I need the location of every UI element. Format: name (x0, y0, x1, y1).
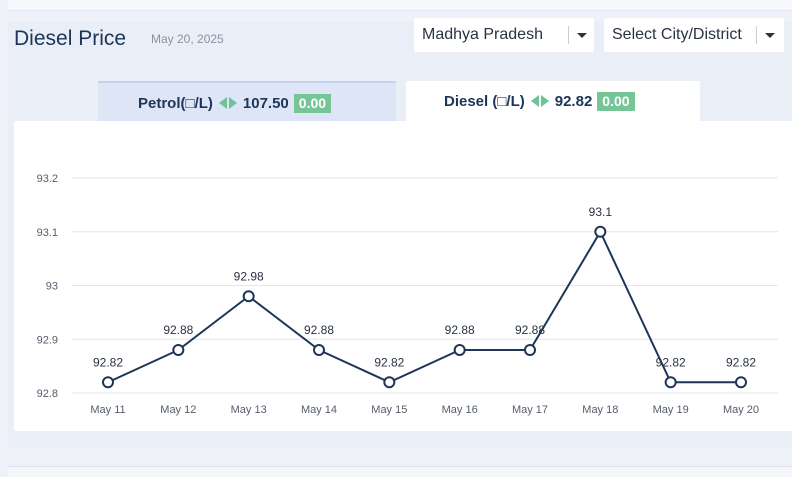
x-tick-label: May 20 (723, 404, 759, 416)
data-label: 92.88 (163, 323, 193, 337)
state-select[interactable]: Madhya Pradesh (414, 18, 594, 52)
tab-petrol[interactable]: Petrol(□/L) 107.50 0.00 (98, 81, 396, 121)
data-point (242, 290, 255, 303)
data-point (524, 344, 536, 356)
x-tick-label: May 12 (160, 404, 196, 416)
tab-diesel[interactable]: Diesel (□/L) 92.82 0.00 (406, 81, 700, 121)
data-point (735, 376, 747, 389)
tab-petrol-label: Petrol(□/L) (138, 94, 213, 112)
chevron-down-icon[interactable] (577, 33, 587, 38)
city-select-divider (756, 26, 757, 44)
data-point (664, 376, 677, 389)
y-tick-label: 93.1 (37, 227, 58, 239)
tab-diesel-price: 92.82 (554, 92, 593, 110)
x-tick-label: May 11 (90, 404, 125, 416)
left-right-arrows-icon (218, 97, 237, 109)
x-tick-label: May 17 (512, 404, 548, 416)
bottom-strip (8, 466, 792, 477)
y-tick-label: 92.8 (37, 388, 58, 400)
data-label: 92.82 (374, 355, 404, 369)
x-tick-label: May 13 (231, 404, 267, 416)
y-tick-label: 92.9 (37, 334, 58, 346)
data-label: 92.98 (234, 269, 264, 283)
data-point (383, 376, 396, 389)
tab-petrol-change-badge: 0.00 (293, 93, 332, 113)
x-tick-label: May 18 (582, 404, 618, 416)
x-tick-label: May 19 (653, 404, 689, 416)
data-point (594, 225, 607, 238)
y-tick-label: 93 (46, 281, 58, 293)
data-point (102, 376, 114, 389)
x-tick-label: May 15 (371, 404, 407, 416)
data-label: 92.82 (656, 355, 686, 369)
chart-card: 92.8 92.9 93 93.1 93.2 May 11 May 12 May 13 May … (14, 121, 792, 431)
state-select-divider (568, 26, 569, 44)
top-strip (8, 0, 792, 11)
city-select[interactable]: Select City/District (604, 18, 784, 52)
state-select-value: Madhya Pradesh (422, 26, 543, 43)
data-label: 92.88 (304, 323, 334, 337)
page-title: Diesel Price (14, 27, 127, 50)
data-label: 92.88 (445, 323, 475, 337)
series-line (107, 230, 741, 384)
data-point (313, 344, 325, 356)
tab-petrol-price: 107.50 (242, 94, 289, 112)
data-label: 92.88 (515, 323, 545, 337)
y-tick-label: 93.2 (37, 173, 58, 185)
data-label: 93.1 (589, 205, 613, 219)
data-point (453, 344, 466, 356)
tab-diesel-change-badge: 0.00 (597, 91, 635, 111)
data-point (172, 344, 185, 356)
x-tick-label: May 14 (301, 404, 337, 416)
left-right-arrows-icon (530, 95, 549, 107)
city-select-value: Select City/District (612, 26, 742, 43)
page-date: May 20, 2025 (151, 32, 224, 46)
chevron-down-icon[interactable] (765, 33, 775, 38)
x-tick-label: May 16 (442, 404, 478, 416)
data-label: 92.82 (726, 355, 756, 369)
tab-diesel-label: Diesel (□/L) (444, 92, 525, 110)
data-label: 92.82 (93, 355, 123, 369)
diesel-price-line-chart: 92.8 92.9 93 93.1 93.2 May 11 May 12 May 13 May … (37, 173, 778, 416)
